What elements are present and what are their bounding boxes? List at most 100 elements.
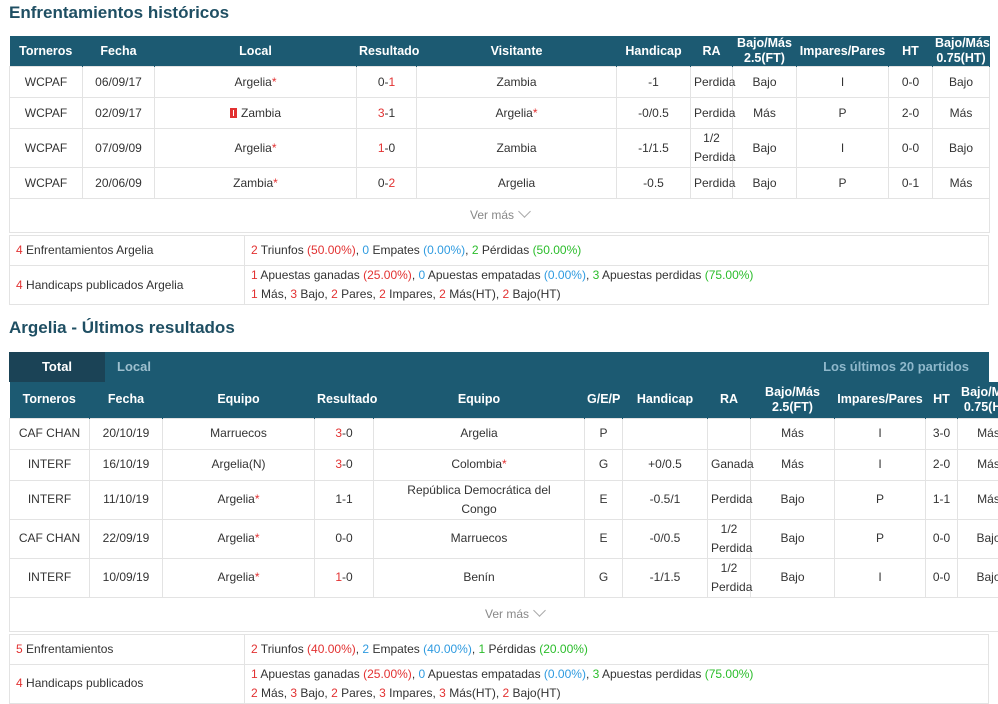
ht-score: 2-0 — [888, 97, 933, 129]
handicap-value: -0.5 — [616, 167, 691, 199]
match-score[interactable]: 0-2 — [356, 167, 417, 199]
ra-value: Ganada — [707, 448, 754, 481]
handicap-value: -1 — [616, 66, 691, 98]
team-2[interactable]: Marruecos — [373, 518, 585, 559]
match-score[interactable]: 0-1 — [356, 66, 417, 98]
team-2[interactable]: Argelia — [373, 417, 585, 450]
ver-mas-label: Ver más — [469, 208, 514, 222]
gep-value: G — [584, 557, 623, 598]
match-date: 06/09/17 — [82, 66, 155, 98]
match-score[interactable]: 3-0 — [314, 448, 374, 481]
match-score[interactable]: 3-0 — [314, 417, 374, 450]
team-1[interactable]: Argelia* — [162, 557, 315, 598]
summary-label: 4 Enfrentamientos Argelia — [9, 235, 245, 266]
tournament-link[interactable]: INTERF — [9, 448, 90, 481]
table-row: INTERF 10/09/19 Argelia* 1-0 Benín G -1/… — [9, 557, 998, 598]
score-home: 3 — [377, 105, 385, 120]
handicap-value: +0/0.5 — [622, 448, 708, 481]
table-row: WCPAF 02/09/17 Zambia 3-1 Argelia* -0/0.… — [9, 97, 990, 129]
bajo-mas-ht-value: Más — [932, 97, 990, 129]
table-row: CAF CHAN 22/09/19 Argelia* 0-0 Marruecos… — [9, 518, 998, 559]
match-date: 20/10/19 — [89, 417, 163, 450]
table-row: CAF CHAN 20/10/19 Marruecos 3-0 Argelia … — [9, 417, 998, 450]
col-ht: HT — [925, 382, 958, 418]
away-team[interactable]: Argelia* — [416, 97, 617, 129]
team-1[interactable]: Marruecos — [162, 417, 315, 450]
ra-value: Perdida — [690, 97, 735, 129]
ver-mas-label: Ver más — [484, 606, 529, 621]
recent-summary: 5 Enfrentamientos 2 Triunfos (40.00%), 2… — [9, 633, 989, 704]
ra-value: Perdida — [690, 66, 735, 98]
home-team[interactable]: Argelia* — [154, 128, 357, 168]
match-score[interactable]: 0-0 — [314, 518, 374, 559]
team-1[interactable]: Argelia* — [162, 479, 315, 520]
tournament-link[interactable]: CAF CHAN — [9, 518, 90, 559]
team-name: Argelia — [217, 531, 255, 545]
col-bajo-mas-ft: Bajo/Más 2.5(FT) — [732, 36, 797, 67]
col-torneos: Torneros — [9, 36, 83, 67]
match-score[interactable]: 3-1 — [356, 97, 417, 129]
gep-value: G — [584, 448, 623, 481]
col-ht: HT — [888, 36, 933, 67]
ver-mas-button[interactable]: Ver más — [9, 596, 998, 632]
away-team[interactable]: Argelia — [416, 167, 617, 199]
team-2[interactable]: Benín — [373, 557, 585, 598]
bajo-mas-ht-value: Bajo — [957, 518, 998, 559]
tournament-link[interactable]: WCPAF — [9, 167, 83, 199]
tournament-link[interactable]: WCPAF — [9, 66, 83, 98]
tournament-link[interactable]: WCPAF — [9, 128, 83, 168]
match-score[interactable]: 1-0 — [356, 128, 417, 168]
bajo-mas-ht-value: Más — [957, 448, 998, 481]
tournament-link[interactable]: INTERF — [9, 557, 90, 598]
match-date: 16/10/19 — [89, 448, 163, 481]
team-2[interactable]: Colombia* — [373, 448, 585, 481]
tournament-link[interactable]: CAF CHAN — [9, 417, 90, 450]
summary-value: 1 Apuestas ganadas (25.00%), 0 Apuestas … — [244, 663, 989, 704]
score-home: 0 — [377, 175, 385, 190]
impares-pares-value: I — [796, 66, 889, 98]
home-team[interactable]: Zambia* — [154, 167, 357, 199]
ht-score: 0-0 — [888, 128, 933, 168]
tab-local[interactable]: Local — [117, 359, 151, 374]
ht-score: 0-0 — [888, 66, 933, 98]
team-name: Argelia — [495, 105, 533, 120]
bajo-mas-ft-value: Más — [732, 97, 797, 129]
col-impares-pares: Impares/Pares — [834, 382, 926, 418]
ht-score: 2-0 — [925, 448, 958, 481]
away-team[interactable]: Zambia — [416, 128, 617, 168]
gep-value: E — [584, 518, 623, 559]
team-1[interactable]: Argelia* — [162, 518, 315, 559]
summary-value: 2 Triunfos (50.00%), 0 Empates (0.00%), … — [244, 235, 989, 266]
score-sep: - — [342, 531, 346, 545]
score-sep: - — [342, 570, 346, 584]
home-team[interactable]: Argelia* — [154, 66, 357, 98]
match-score[interactable]: 1-1 — [314, 479, 374, 520]
home-team[interactable]: Zambia — [154, 97, 357, 129]
ht-score: 1-1 — [925, 479, 958, 520]
bajo-mas-ht-value: Bajo — [932, 66, 990, 98]
tournament-link[interactable]: WCPAF — [9, 97, 83, 129]
summary-label: 4 Handicaps publicados Argelia — [9, 265, 245, 305]
col-bajo-mas-ht: Bajo/Más 0.75(HT) — [957, 382, 998, 418]
match-score[interactable]: 1-0 — [314, 557, 374, 598]
score-sep: - — [384, 140, 389, 155]
rank-star: * — [254, 531, 260, 545]
score-home: 0 — [377, 74, 385, 89]
away-team[interactable]: Zambia — [416, 66, 617, 98]
team-1[interactable]: Argelia(N) — [162, 448, 315, 481]
h2h-header-row: Torneros Fecha Local Resultado Visitante… — [9, 36, 990, 67]
col-visitante: Visitante — [416, 36, 617, 67]
col-ra: RA — [690, 36, 733, 67]
ra-value: Perdida — [707, 479, 752, 520]
team-name: Argelia — [234, 140, 272, 155]
match-date: 22/09/19 — [89, 518, 163, 559]
tournament-link[interactable]: INTERF — [9, 479, 90, 520]
col-bajo-mas-ht: Bajo/Más 0.75(HT) — [932, 36, 990, 67]
ver-mas-button[interactable]: Ver más — [9, 198, 990, 233]
red-card-icon — [229, 107, 237, 118]
tab-total[interactable]: Total — [9, 352, 105, 382]
col-bajo-mas-ft: Bajo/Más 2.5(FT) — [750, 382, 835, 418]
team-2[interactable]: República Democrática del Congo — [373, 479, 585, 520]
bajo-mas-ht-value: Más — [932, 167, 990, 199]
score-home: 1 — [377, 140, 385, 155]
